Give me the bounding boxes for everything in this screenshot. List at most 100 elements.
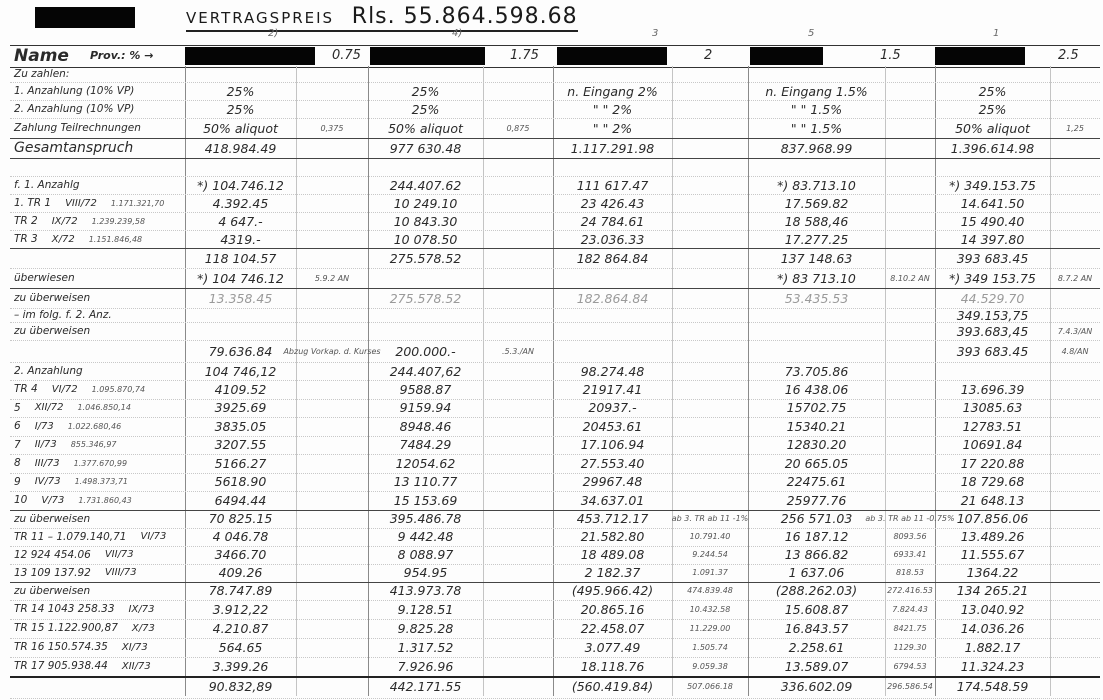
amount-cell: *) 349 153.75: [949, 270, 1036, 286]
table-row: 79.636.84 Abzug Vorkap. d. Kurses 200.000.…: [10, 340, 1100, 363]
table-row: 6 I/73 1.022.680,46 3835.05 8948.46 20453.61 1…: [10, 417, 1100, 437]
amount-cell: " " 2%: [592, 120, 633, 136]
amount-cell: 2.258.61: [788, 639, 845, 655]
note-cell: [296, 676, 368, 698]
note-cell: [672, 194, 748, 212]
row-label: 8 III/73 1.377.670,99: [10, 454, 189, 473]
note-cell: [1050, 417, 1100, 436]
amount-cell: 78.747.89: [208, 583, 273, 598]
note-cell: [672, 491, 748, 510]
amount-cell: 15340.21: [786, 418, 847, 434]
note-cell: [483, 268, 553, 288]
amount-cell: 3835.05: [214, 418, 267, 434]
amount-cell: [748, 158, 885, 176]
row-label-part: überwiesen: [14, 272, 75, 284]
row-label-part: 1.022.680,46: [67, 421, 122, 431]
note-cell: [296, 510, 368, 528]
amount-cell: (495.966.42): [571, 583, 654, 598]
row-label: zu überweisen: [10, 510, 189, 528]
row-label: TR 15 1.122.900,87 X/73: [10, 619, 189, 638]
column-divider: [185, 66, 186, 696]
note-cell: [483, 362, 553, 380]
note-cell: [885, 212, 935, 230]
amount-cell: 10 078.50: [393, 231, 458, 247]
note-cell: 9.059.38: [692, 661, 728, 671]
note-cell: 11.229.00: [689, 623, 731, 633]
note-cell: [885, 194, 935, 212]
note-cell: [483, 212, 553, 230]
amount-cell: 9.128.51: [397, 601, 454, 617]
row-label: Zahlung Teilrechnungen: [10, 118, 189, 138]
note-cell: [296, 212, 368, 230]
amount-cell: 275.578.52: [389, 290, 462, 306]
amount-cell: 349.153,75: [956, 307, 1029, 323]
note-cell: 10.432.58: [689, 604, 731, 614]
amount-cell: 3.912,22: [212, 601, 269, 617]
note-cell: [1050, 510, 1100, 528]
note-cell: [672, 322, 748, 340]
table-row: f. 1. Anzahlg *) 104.746.12 244.407.62 111 …: [10, 176, 1100, 195]
amount-cell: 9588.87: [399, 381, 452, 397]
note-cell: [672, 212, 748, 230]
row-label: TR 4 VI/72 1.095.870,74: [10, 380, 189, 399]
amount-cell: 4319.-: [220, 231, 261, 247]
note-cell: [672, 138, 748, 158]
note-cell: [483, 436, 553, 455]
note-cell: [1050, 473, 1100, 492]
note-cell: [483, 473, 553, 492]
row-label: TR 3 X/72 1.151.846,48: [10, 230, 189, 248]
note-cell: [672, 100, 748, 118]
table-row: Zahlung Teilrechnungen 50% aliquot 0,375 50…: [10, 118, 1100, 139]
note-cell: [296, 528, 368, 546]
amount-cell: 395.486.78: [389, 511, 462, 526]
amount-cell: 17 220.88: [960, 455, 1025, 471]
row-label-part: 13 109 137.92: [14, 566, 91, 579]
amount-cell: (288.262.03): [775, 583, 858, 598]
amount-cell: n. Eingang 1.5%: [765, 83, 868, 99]
row-label: 7 II/73 855.346,97: [10, 436, 189, 455]
amount-cell: 25%: [411, 101, 440, 117]
row-label-part: Zu zahlen:: [14, 68, 70, 80]
note-cell: ab 3. TR ab 11 -0.75%: [865, 514, 955, 523]
amount-cell: 70 825.15: [208, 511, 273, 526]
note-cell: [885, 436, 935, 455]
note-cell: [885, 454, 935, 473]
amount-cell: 18 489.08: [580, 547, 645, 562]
amount-cell: 27.553.40: [580, 455, 645, 471]
note-cell: [296, 600, 368, 619]
note-cell: [483, 176, 553, 194]
note-cell: [1050, 676, 1100, 698]
row-label-part: X/73: [131, 622, 155, 634]
amount-cell: 25%: [226, 83, 255, 99]
amount-cell: 14.036.26: [960, 620, 1025, 636]
note-cell: [296, 138, 368, 158]
note-cell: [672, 248, 748, 268]
amount-cell: 44.529.70: [960, 290, 1025, 306]
note-cell: [296, 288, 368, 308]
amount-cell: 9.825.28: [397, 620, 454, 636]
note-cell: [296, 100, 368, 118]
amount-cell: 13 866.82: [784, 547, 849, 562]
note-cell: [483, 582, 553, 600]
row-label: [10, 248, 189, 268]
note-cell: [296, 194, 368, 212]
row-label-part: VIII/72: [65, 197, 97, 209]
table-row: TR 14 1043 258.33 IX/73 3.912,22 9.128.51 20…: [10, 600, 1100, 620]
note-cell: [885, 248, 935, 268]
note-cell: [1050, 619, 1100, 638]
row-label-part: 8: [14, 457, 21, 470]
note-cell: [1050, 288, 1100, 308]
amount-cell: 954.95: [403, 565, 448, 580]
row-label-part: – im folg. f. 2. Anz.: [14, 309, 112, 321]
amount-cell: 29967.48: [582, 474, 643, 490]
note-cell: [885, 399, 935, 418]
note-cell: [296, 248, 368, 268]
table-row: TR 17 905.938.44 XII/73 3.399.26 7.926.96 18…: [10, 657, 1100, 678]
amount-cell: 1.117.291.98: [570, 140, 655, 156]
note-cell: [296, 158, 368, 176]
provision-value: 2: [704, 48, 713, 63]
column-divider: [296, 66, 297, 696]
note-cell: [672, 308, 748, 322]
amount-cell: 1.882.17: [964, 639, 1021, 655]
amount-cell: 21917.41: [582, 381, 643, 397]
